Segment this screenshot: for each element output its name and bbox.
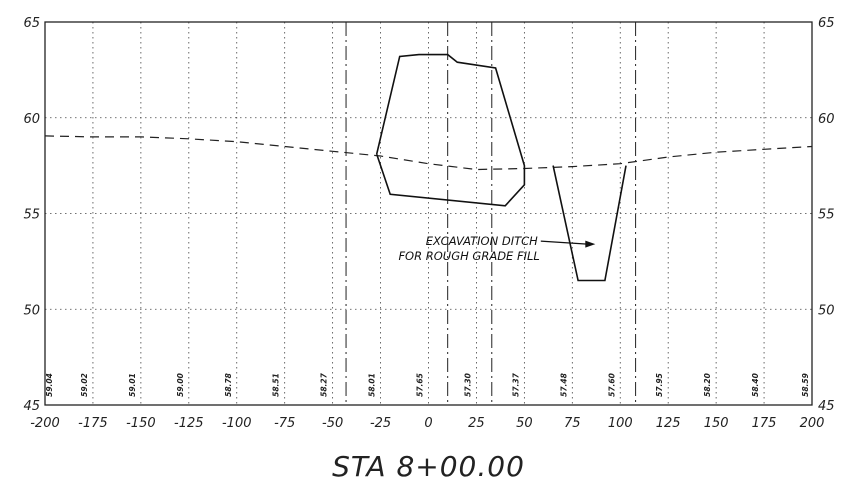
station-elevation-label: 57.60 [607, 373, 616, 397]
plot-frame [44, 21, 813, 406]
excavation-ditch-outline [552, 165, 627, 282]
station-elevation-label: 58.01 [368, 373, 377, 397]
x-tick-label: 150 [704, 416, 729, 431]
y-tick-label-right: 55 [818, 208, 835, 223]
x-tick-label: 0 [424, 416, 432, 431]
x-tick-label: -75 [274, 416, 295, 431]
y-tick-label-left: 65 [23, 16, 40, 31]
annotation-leader-line [540, 240, 588, 245]
y-tick-label-left: 45 [23, 399, 40, 414]
x-tick-label: -50 [322, 416, 343, 431]
existing-ground-line [44, 135, 813, 171]
x-tick-label: 75 [564, 416, 581, 431]
x-tick-label: -150 [126, 416, 156, 431]
x-tick-label: -25 [370, 416, 391, 431]
station-elevation-label: 59.04 [45, 373, 54, 397]
station-elevation-label: 57.95 [655, 373, 664, 397]
station-elevation-label: 57.48 [559, 373, 568, 397]
x-tick-label: -125 [174, 416, 204, 431]
vertical-reference-lines [345, 22, 637, 405]
station-elevation-label: 59.00 [176, 373, 185, 397]
station-elevation-label: 57.30 [463, 373, 472, 397]
annotation-line-1: EXCAVATION DITCH [426, 234, 538, 248]
y-tick-label-right: 65 [818, 16, 835, 31]
station-elevation-label: 58.78 [224, 373, 233, 397]
annotation-line-2: FOR ROUGH GRADE FILL [398, 249, 539, 263]
station-elevation-label: 57.65 [416, 373, 425, 397]
x-tick-label: -175 [78, 416, 108, 431]
ditch-annotation: EXCAVATION DITCH FOR ROUGH GRADE FILL [398, 234, 596, 263]
axis-ticks: -200 -175 -150 -125 -100 -75 -50 -25 0 25 50 75 100 1… [23, 16, 834, 431]
station-elevation-label: 59.01 [128, 373, 137, 397]
x-tick-label: 100 [608, 416, 633, 431]
x-tick-label: 25 [468, 416, 485, 431]
x-tick-label: 125 [656, 416, 681, 431]
grid-lines [45, 22, 812, 405]
x-tick-label: 50 [516, 416, 533, 431]
y-tick-label-right: 45 [818, 399, 835, 414]
x-tick-label: 200 [800, 416, 825, 431]
y-tick-label-left: 50 [23, 303, 40, 318]
y-tick-label-right: 60 [818, 112, 835, 127]
station-elevation-label: 58.20 [703, 373, 712, 397]
y-tick-label-left: 55 [23, 208, 40, 223]
x-tick-label: 175 [752, 416, 777, 431]
station-elevation-label: 57.37 [511, 372, 520, 397]
fill-section-outline [375, 53, 526, 207]
y-tick-label-left: 60 [23, 112, 40, 127]
x-tick-label: -200 [30, 416, 60, 431]
x-tick-label: -100 [222, 416, 252, 431]
annotation-arrowhead [585, 240, 596, 248]
station-elevation-label: 58.59 [801, 373, 810, 397]
station-title: STA 8+00.00 [332, 450, 525, 483]
station-elevation-label: 58.40 [751, 373, 760, 397]
station-elevation-label: 58.51 [272, 373, 281, 397]
station-elevation-labels: 59.04 59.02 59.01 59.00 58.78 58.51 58.27 58.01… [45, 372, 810, 397]
station-elevation-label: 58.27 [320, 372, 329, 397]
y-tick-label-right: 50 [818, 303, 835, 318]
station-elevation-label: 59.02 [80, 373, 89, 397]
